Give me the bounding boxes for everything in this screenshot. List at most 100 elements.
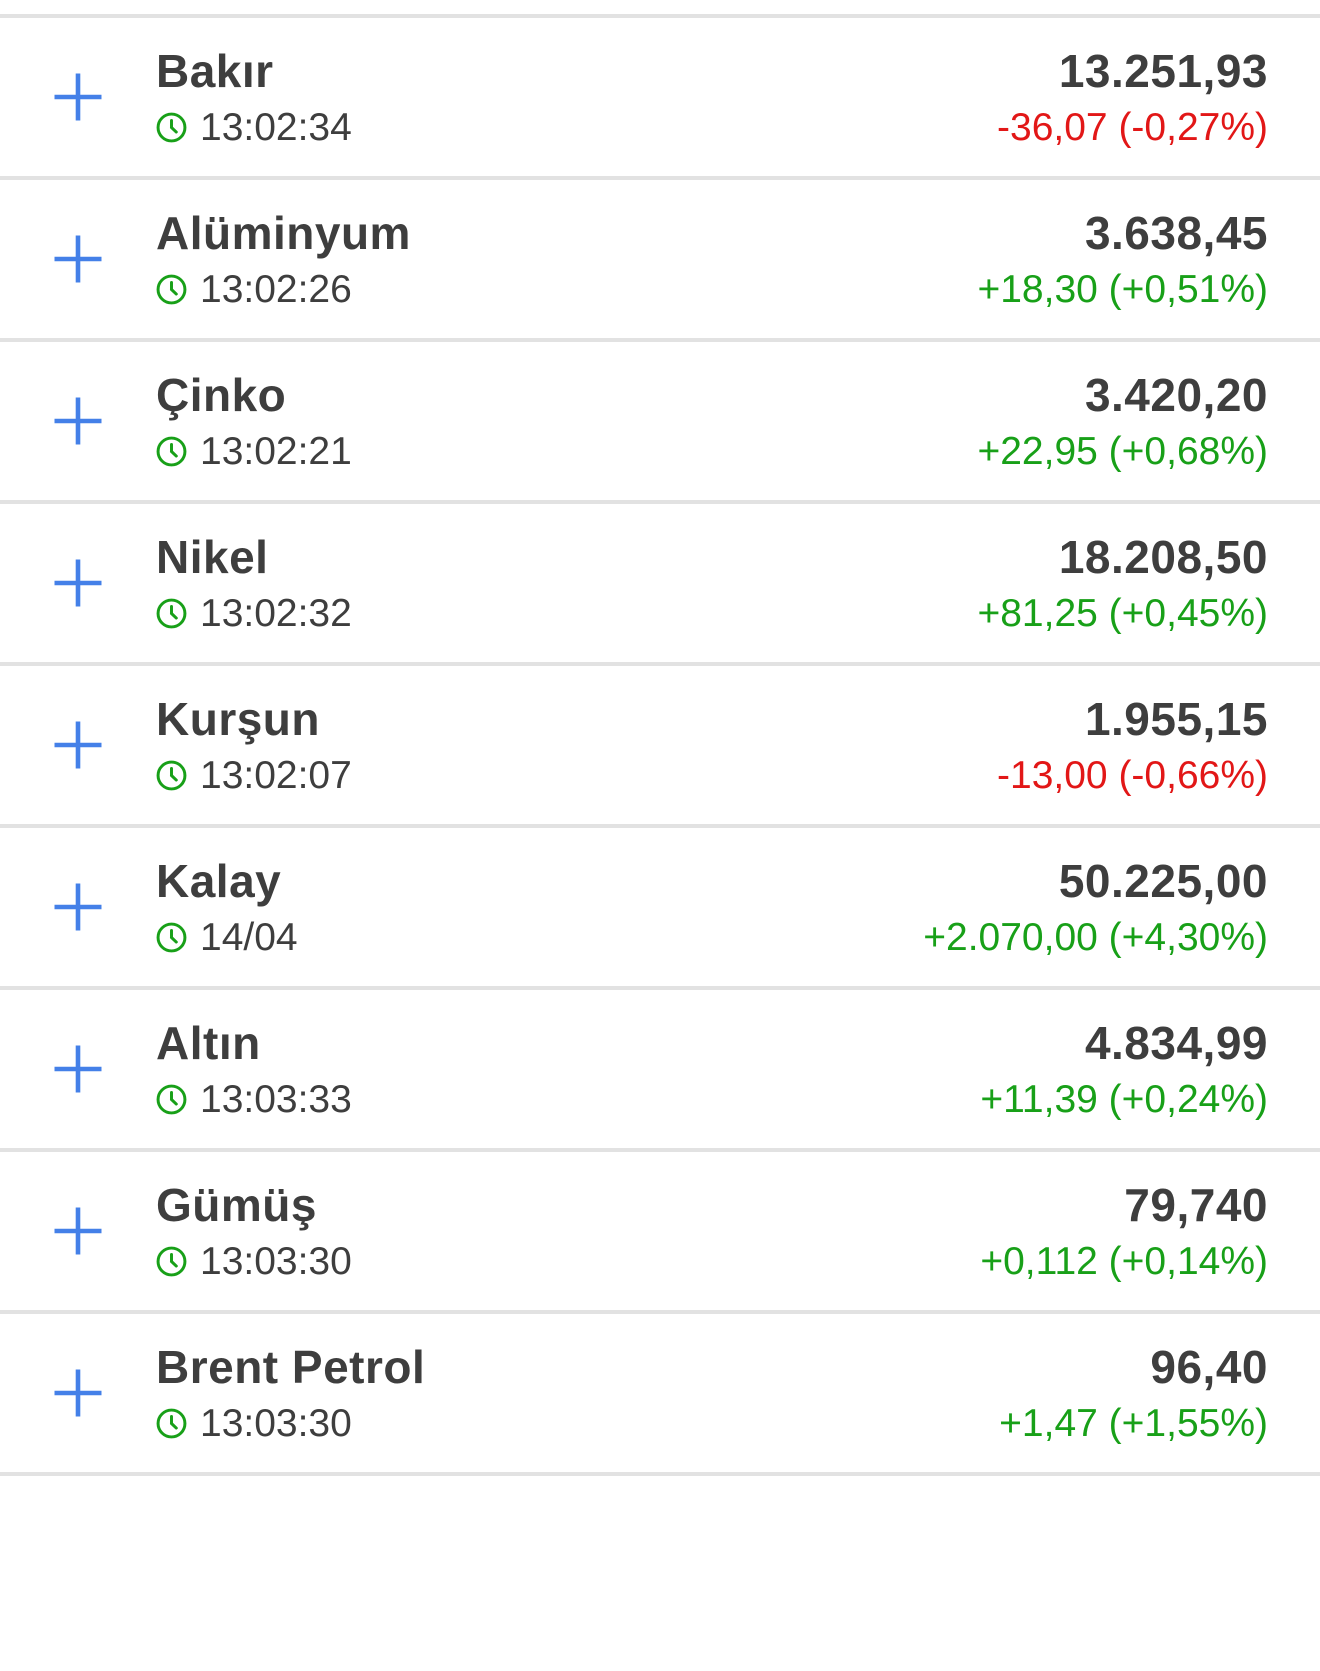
- add-cell: [0, 717, 156, 773]
- clock-icon: [156, 274, 187, 304]
- clock-icon: [156, 436, 187, 466]
- price-value: 1.955,15: [1084, 692, 1268, 745]
- quote-cell: 4.834,99 +11,39 (+0,24%): [980, 1017, 1320, 1122]
- commodity-row[interactable]: Brent Petrol 13:03:30 96,40 +1,47 (+1,55…: [0, 1314, 1320, 1476]
- last-update-line: 13:02:34: [156, 105, 997, 150]
- commodity-info: Çinko 13:02:21: [156, 369, 977, 474]
- plus-icon: [54, 883, 102, 931]
- clock-icon: [156, 922, 187, 952]
- commodity-name: Alüminyum: [156, 206, 411, 259]
- change-text: -13,00 (-0,66%): [997, 753, 1268, 797]
- add-cell: [0, 1365, 156, 1421]
- plus-icon: [54, 1207, 102, 1255]
- quote-cell: 3.638,45 +18,30 (+0,51%): [977, 207, 1320, 312]
- last-update-time: 13:02:21: [200, 429, 352, 473]
- add-to-watchlist-button[interactable]: [50, 1203, 106, 1259]
- clock-icon: [156, 760, 187, 790]
- price-value: 4.834,99: [1084, 1016, 1268, 1069]
- last-update-line: 13:02:21: [156, 429, 977, 474]
- add-cell: [0, 1203, 156, 1259]
- add-cell: [0, 393, 156, 449]
- change-text: -36,07 (-0,27%): [997, 105, 1268, 149]
- last-update-line: 13:03:30: [156, 1239, 980, 1284]
- last-update-time: 13:02:32: [200, 591, 352, 635]
- quote-cell: 3.420,20 +22,95 (+0,68%): [977, 369, 1320, 474]
- commodity-row[interactable]: Bakır 13:02:34 13.251,93 -36,07 (-0,27%): [0, 18, 1320, 180]
- change-text: +0,112 (+0,14%): [980, 1239, 1268, 1283]
- last-update-line: 13:03:30: [156, 1401, 999, 1446]
- clock-icon: [156, 1408, 187, 1438]
- add-to-watchlist-button[interactable]: [50, 69, 106, 125]
- last-update-time: 13:03:30: [200, 1401, 352, 1445]
- add-cell: [0, 69, 156, 125]
- commodity-info: Gümüş 13:03:30: [156, 1179, 980, 1284]
- commodity-name: Çinko: [156, 368, 287, 421]
- commodity-info: Alüminyum 13:02:26: [156, 207, 977, 312]
- commodity-info: Bakır 13:02:34: [156, 45, 997, 150]
- last-update-line: 13:02:32: [156, 591, 977, 636]
- plus-icon: [54, 559, 102, 607]
- add-cell: [0, 879, 156, 935]
- quote-cell: 79,740 +0,112 (+0,14%): [980, 1179, 1320, 1284]
- commodity-row[interactable]: Gümüş 13:03:30 79,740 +0,112 (+0,14%): [0, 1152, 1320, 1314]
- quote-cell: 1.955,15 -13,00 (-0,66%): [997, 693, 1320, 798]
- add-to-watchlist-button[interactable]: [50, 1365, 106, 1421]
- quote-cell: 50.225,00 +2.070,00 (+4,30%): [923, 855, 1320, 960]
- last-update-line: 13:02:26: [156, 267, 977, 312]
- last-update-line: 14/04: [156, 915, 923, 960]
- last-update-time: 13:03:33: [200, 1077, 352, 1121]
- price-value: 3.638,45: [1084, 206, 1268, 259]
- add-to-watchlist-button[interactable]: [50, 717, 106, 773]
- commodity-name: Kurşun: [156, 692, 320, 745]
- plus-icon: [54, 397, 102, 445]
- commodity-info: Kalay 14/04: [156, 855, 923, 960]
- last-update-line: 13:03:33: [156, 1077, 980, 1122]
- change-text: +81,25 (+0,45%): [977, 591, 1268, 635]
- add-cell: [0, 555, 156, 611]
- add-cell: [0, 231, 156, 287]
- commodity-row[interactable]: Alüminyum 13:02:26 3.638,45 +18,30 (+0,5…: [0, 180, 1320, 342]
- commodity-info: Brent Petrol 13:03:30: [156, 1341, 999, 1446]
- commodity-row[interactable]: Çinko 13:02:21 3.420,20 +22,95 (+0,68%): [0, 342, 1320, 504]
- commodity-row[interactable]: Nikel 13:02:32 18.208,50 +81,25 (+0,45%): [0, 504, 1320, 666]
- quote-cell: 18.208,50 +81,25 (+0,45%): [977, 531, 1320, 636]
- commodity-name: Brent Petrol: [156, 1340, 426, 1393]
- add-to-watchlist-button[interactable]: [50, 231, 106, 287]
- price-value: 18.208,50: [1058, 530, 1268, 583]
- commodity-name: Nikel: [156, 530, 269, 583]
- quote-cell: 13.251,93 -36,07 (-0,27%): [997, 45, 1320, 150]
- commodity-row[interactable]: Kalay 14/04 50.225,00 +2.070,00 (+4,30%): [0, 828, 1320, 990]
- commodity-name: Altın: [156, 1016, 261, 1069]
- price-value: 13.251,93: [1058, 44, 1268, 97]
- commodity-name: Gümüş: [156, 1178, 317, 1231]
- add-cell: [0, 1041, 156, 1097]
- plus-icon: [54, 73, 102, 121]
- change-text: +2.070,00 (+4,30%): [923, 915, 1268, 959]
- commodity-name: Kalay: [156, 854, 282, 907]
- change-text: +18,30 (+0,51%): [977, 267, 1268, 311]
- price-value: 3.420,20: [1084, 368, 1268, 421]
- change-text: +22,95 (+0,68%): [977, 429, 1268, 473]
- plus-icon: [54, 1369, 102, 1417]
- add-to-watchlist-button[interactable]: [50, 1041, 106, 1097]
- plus-icon: [54, 235, 102, 283]
- last-update-line: 13:02:07: [156, 753, 997, 798]
- last-update-time: 13:02:34: [200, 105, 352, 149]
- price-value: 96,40: [1150, 1340, 1268, 1393]
- add-to-watchlist-button[interactable]: [50, 393, 106, 449]
- commodity-name: Bakır: [156, 44, 274, 97]
- commodity-row[interactable]: Kurşun 13:02:07 1.955,15 -13,00 (-0,66%): [0, 666, 1320, 828]
- commodity-info: Kurşun 13:02:07: [156, 693, 997, 798]
- clock-icon: [156, 1246, 187, 1276]
- commodity-row[interactable]: Altın 13:03:33 4.834,99 +11,39 (+0,24%): [0, 990, 1320, 1152]
- clock-icon: [156, 1084, 187, 1114]
- clock-icon: [156, 598, 187, 628]
- change-text: +1,47 (+1,55%): [999, 1401, 1268, 1445]
- price-value: 50.225,00: [1058, 854, 1268, 907]
- clock-icon: [156, 112, 187, 142]
- quote-cell: 96,40 +1,47 (+1,55%): [999, 1341, 1320, 1446]
- commodity-info: Nikel 13:02:32: [156, 531, 977, 636]
- commodity-info: Altın 13:03:33: [156, 1017, 980, 1122]
- add-to-watchlist-button[interactable]: [50, 879, 106, 935]
- add-to-watchlist-button[interactable]: [50, 555, 106, 611]
